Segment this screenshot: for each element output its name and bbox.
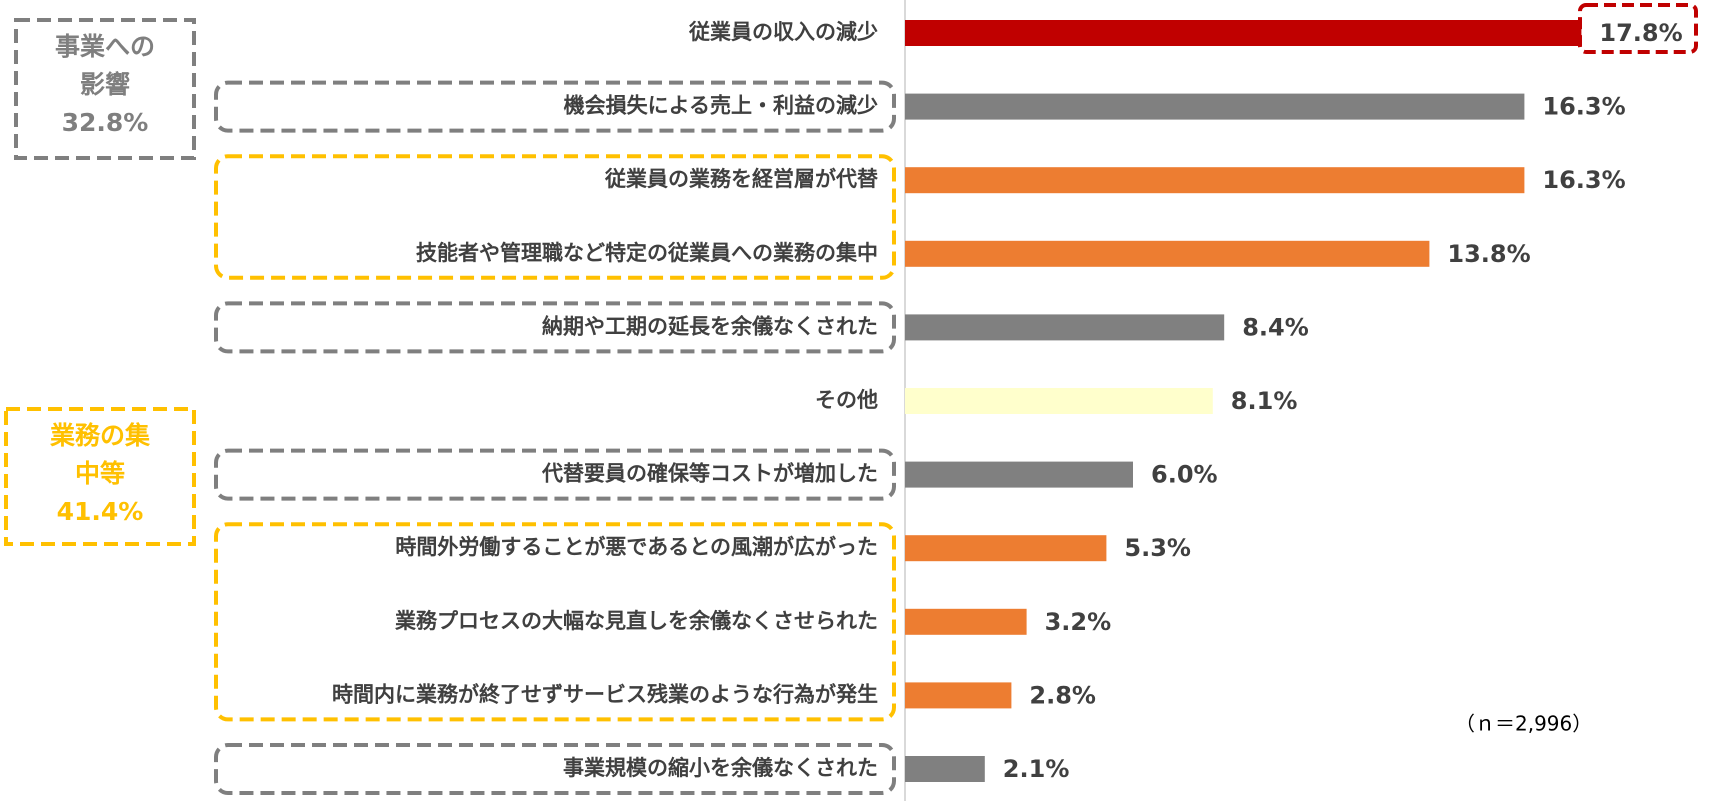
value-label: 16.3% xyxy=(1542,166,1625,194)
group-box xyxy=(214,743,896,795)
annotation: 32.8% xyxy=(62,108,149,137)
value-label: 8.1% xyxy=(1231,387,1298,415)
annotation: 業務の集 xyxy=(50,421,151,450)
category-label: 時間内に業務が終了せずサービス残業のような行為が発生 xyxy=(332,682,878,706)
annotation: 中等 xyxy=(75,459,125,488)
category-label: 機会損失による売上・利益の減少 xyxy=(564,94,878,118)
bar xyxy=(905,608,1027,635)
group-box xyxy=(214,154,896,280)
group-box xyxy=(4,407,196,546)
category-label: 技能者や管理職など特定の従業員への業務の集中 xyxy=(416,241,878,265)
category-label: 従業員の業務を経営層が代替 xyxy=(604,167,878,191)
bar xyxy=(905,756,985,782)
bar xyxy=(905,388,1213,414)
bar xyxy=(905,240,1430,267)
bar xyxy=(905,314,1225,341)
bar xyxy=(905,535,1107,562)
annotation: 事業への xyxy=(55,32,155,61)
category-label: 業務プロセスの大幅な見直しを余儀なくさせられた xyxy=(395,609,878,633)
bar xyxy=(905,682,1012,709)
category-label: 納期や工期の延長を余儀なくされた xyxy=(542,314,878,338)
category-label: 従業員の収入の減少 xyxy=(688,20,878,44)
value-label: 16.3% xyxy=(1542,93,1625,121)
value-label: 17.8% xyxy=(1599,19,1682,47)
bar xyxy=(905,167,1525,194)
value-label: 13.8% xyxy=(1447,240,1530,268)
value-label: 3.2% xyxy=(1045,608,1112,636)
group-box xyxy=(214,301,896,354)
group-box xyxy=(214,522,896,722)
annotation: 影響 xyxy=(80,70,130,99)
annotation: 41.4% xyxy=(57,497,144,526)
group-box xyxy=(214,448,896,501)
category-label: 代替要員の確保等コストが増加した xyxy=(541,462,878,486)
group-box xyxy=(14,18,196,160)
note: （ｎ＝2,996） xyxy=(1455,712,1592,736)
category-label: 時間外労働することが悪であるとの風潮が広がった xyxy=(395,535,878,559)
value-label: 6.0% xyxy=(1151,461,1218,489)
value-label: 8.4% xyxy=(1242,313,1309,341)
bar xyxy=(905,93,1525,120)
value-label: 5.3% xyxy=(1124,534,1191,562)
value-label: 2.8% xyxy=(1029,681,1096,709)
category-label: その他 xyxy=(815,388,878,412)
group-box xyxy=(214,80,896,133)
bar xyxy=(905,461,1133,488)
bar xyxy=(905,20,1582,46)
value-label: 2.1% xyxy=(1003,755,1070,783)
category-label: 事業規模の縮小を余儀なくされた xyxy=(563,756,878,780)
